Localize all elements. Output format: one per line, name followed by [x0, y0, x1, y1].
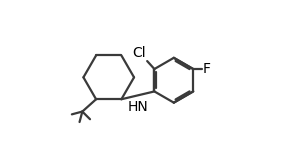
Text: HN: HN	[128, 100, 148, 114]
Text: F: F	[202, 62, 211, 76]
Text: Cl: Cl	[132, 46, 146, 60]
